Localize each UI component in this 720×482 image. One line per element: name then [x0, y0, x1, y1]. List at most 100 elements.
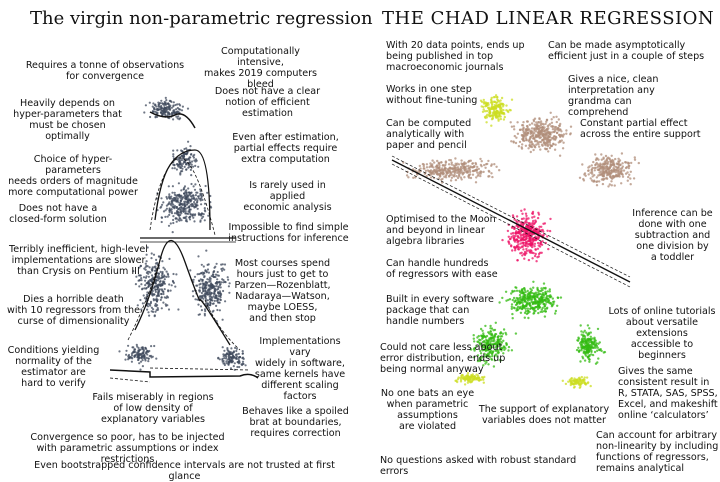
virgin-point: [139, 274, 142, 277]
chad-point: [510, 98, 514, 101]
virgin-point: [237, 356, 241, 359]
virgin-point: [153, 315, 156, 318]
virgin-point: [223, 362, 226, 365]
chad-point: [436, 172, 439, 176]
virgin-point: [230, 347, 233, 350]
chad-point: [610, 184, 613, 187]
chad-point: [514, 247, 517, 250]
chad-point: [500, 96, 504, 100]
chad-point: [511, 289, 514, 293]
chad-point: [525, 129, 528, 132]
virgin-point: [193, 275, 197, 278]
chad-point: [621, 162, 624, 165]
chad-point: [582, 331, 585, 334]
chad-point: [486, 162, 489, 166]
chad-point: [538, 145, 541, 148]
chad-point: [518, 293, 522, 297]
chad-point: [595, 161, 598, 165]
virgin-point: [158, 280, 161, 283]
virgin-point: [204, 184, 207, 188]
chad-point: [614, 171, 617, 174]
chad-point: [530, 291, 534, 295]
virgin-point: [151, 276, 154, 279]
chad-point: [536, 286, 539, 290]
virgin-point: [166, 215, 169, 218]
virgin-point: [203, 275, 206, 278]
chad-point: [525, 214, 528, 218]
chad-point: [501, 332, 505, 335]
virgin-point: [170, 195, 173, 198]
virgin-point: [184, 212, 187, 215]
virgin-point: [205, 286, 208, 290]
virgin-point: [215, 304, 218, 307]
chad-point: [538, 225, 541, 228]
chad-point: [529, 307, 532, 311]
chad-point: [493, 339, 496, 342]
virgin-point: [177, 308, 180, 311]
chad-point: [543, 299, 547, 302]
chad-point: [583, 359, 587, 362]
virgin-point: [227, 278, 230, 281]
chad-point: [537, 229, 540, 233]
virgin-point: [191, 160, 194, 163]
chad-point: [554, 135, 558, 139]
virgin-curve-legs: [134, 239, 231, 346]
chad-point: [523, 257, 526, 260]
chad-point: [554, 143, 557, 146]
virgin-point: [215, 262, 218, 265]
chad-note-libraries: Optimised to the Moon and beyond in line…: [386, 214, 496, 247]
chad-point: [504, 331, 507, 335]
chad-point: [554, 137, 557, 140]
chad-point: [519, 242, 522, 245]
chad-point: [537, 130, 541, 133]
chad-point: [477, 334, 480, 338]
chad-point: [475, 176, 478, 179]
chad-point: [550, 121, 554, 125]
chad-point: [574, 381, 578, 384]
virgin-point: [181, 197, 184, 201]
chad-point: [478, 356, 481, 360]
virgin-point: [172, 218, 175, 222]
chad-point: [592, 160, 595, 164]
chad-point: [546, 290, 549, 293]
virgin-point: [215, 285, 218, 288]
chad-point: [520, 146, 523, 149]
virgin-point: [160, 216, 163, 219]
virgin-curve-feet: [109, 369, 259, 379]
chad-point: [540, 130, 544, 133]
chad-point: [497, 118, 500, 121]
chad-point: [510, 232, 513, 235]
chad-point: [507, 110, 510, 114]
chad-point: [602, 162, 605, 165]
virgin-point: [234, 346, 237, 349]
chad-point: [582, 179, 586, 182]
virgin-point: [198, 286, 201, 289]
virgin-point: [210, 206, 213, 209]
chad-point: [590, 164, 593, 167]
virgin-point: [197, 165, 200, 168]
chad-point: [520, 238, 523, 242]
virgin-point: [203, 312, 206, 315]
chad-point: [554, 312, 557, 315]
virgin-point: [189, 168, 192, 171]
virgin-point: [227, 285, 230, 288]
chad-point: [473, 375, 476, 378]
chad-point: [517, 243, 520, 246]
chad-point: [600, 153, 603, 156]
chad-point: [484, 324, 487, 328]
virgin-point: [186, 206, 189, 209]
virgin-point: [203, 219, 206, 222]
chad-point: [594, 166, 597, 170]
virgin-point: [210, 297, 213, 300]
chad-point: [503, 115, 506, 119]
chad-point: [436, 159, 439, 163]
virgin-point: [182, 196, 185, 199]
chad-point: [452, 164, 455, 167]
chad-point: [527, 128, 530, 132]
chad-point: [511, 317, 514, 320]
virgin-point: [228, 361, 231, 364]
chad-point: [534, 309, 537, 313]
chad-point: [471, 173, 475, 176]
chad-point: [460, 178, 463, 181]
chad-point: [405, 174, 409, 177]
